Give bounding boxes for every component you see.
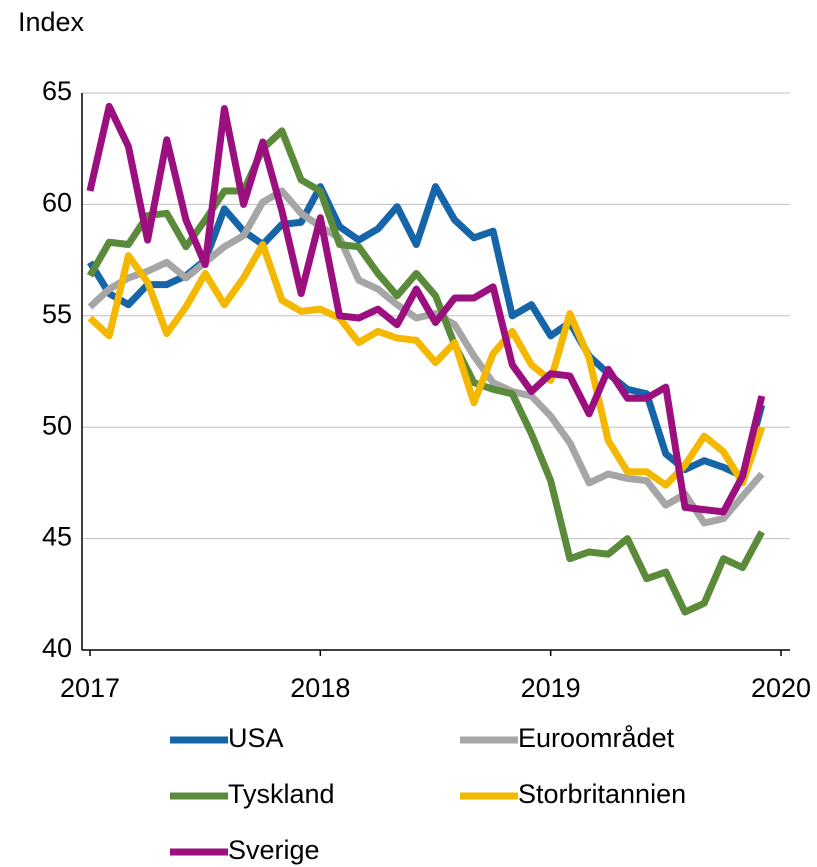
y-tick-label: 60: [42, 188, 72, 218]
legend-label: Storbritannien: [518, 779, 686, 809]
y-tick-label: 55: [42, 299, 72, 329]
legend-label: Euroområdet: [518, 723, 675, 753]
y-tick-label: 50: [42, 410, 72, 440]
y-tick-label: 45: [42, 522, 72, 552]
y-tick-label: 65: [42, 76, 72, 106]
x-tick-label: 2020: [751, 673, 811, 703]
series-line: [87, 241, 766, 489]
y-axis-label: Index: [18, 7, 85, 37]
legend-label: Sverige: [228, 835, 320, 865]
series-line: [86, 127, 765, 616]
series-line: [86, 102, 766, 516]
x-tick-label: 2018: [290, 673, 350, 703]
y-tick-label: 40: [42, 633, 72, 663]
legend-label: Tyskland: [228, 779, 335, 809]
legend-label: USA: [228, 723, 284, 753]
x-tick-label: 2017: [60, 673, 120, 703]
x-tick-label: 2019: [521, 673, 581, 703]
